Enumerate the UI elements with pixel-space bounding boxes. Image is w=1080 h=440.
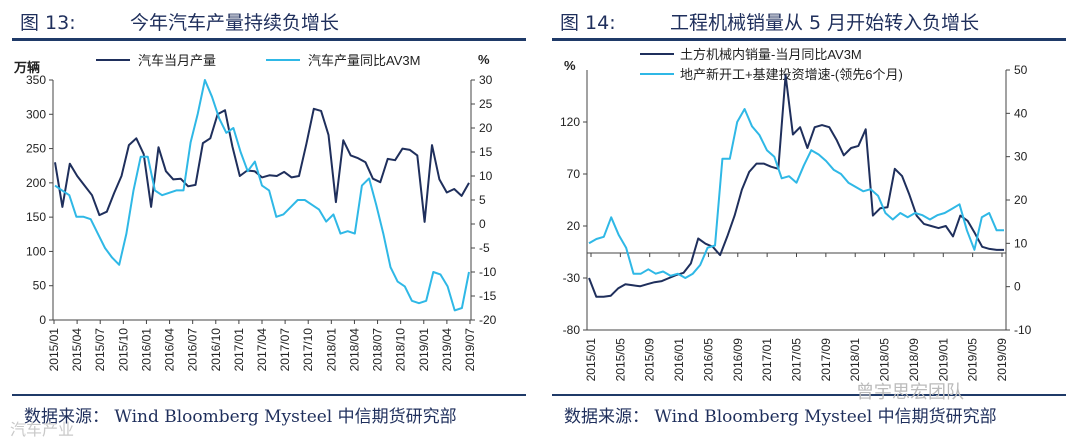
- x-tick-label: 2019/01: [417, 328, 431, 372]
- x-tick-label: 2015/10: [116, 328, 130, 372]
- x-tick-label: 2017/05: [790, 338, 804, 382]
- x-tick-label: 2018/01: [324, 328, 338, 372]
- right-tick-label: -10: [1014, 323, 1032, 337]
- x-tick-label: 2015/01: [47, 328, 61, 372]
- figure-13-footer-rule: [12, 394, 526, 396]
- x-tick-label: 2016/07: [186, 328, 200, 372]
- x-tick-label: 2018/04: [347, 328, 361, 372]
- x-tick-label: 2019/04: [440, 328, 454, 372]
- x-tick-label: 2018/07: [371, 328, 385, 372]
- figure-14-footer-rule: [552, 394, 1066, 396]
- left-tick-label: 250: [26, 142, 46, 156]
- x-tick-label: 2016/05: [701, 338, 715, 382]
- right-tick-label: 50: [1014, 63, 1028, 77]
- right-tick-label: 20: [1014, 193, 1028, 207]
- legend-label-earthmoving-sales: 土方机械内销量-当月同比AV3M: [680, 47, 862, 62]
- x-tick-label: 2015/09: [643, 338, 657, 382]
- x-tick-label: 2017/10: [301, 328, 315, 372]
- left-tick-label: 300: [26, 107, 46, 121]
- x-tick-label: 2016/01: [139, 328, 153, 372]
- right-tick-label: -5: [479, 241, 490, 255]
- figure-13-chart: 万辆 % 汽车当月产量 汽车产量同比AV3M 05010015020025030…: [13, 52, 497, 371]
- right-axis-unit-label: %: [478, 52, 490, 67]
- x-tick-label: 2019/09: [995, 338, 1009, 382]
- figure-14-number: 图 14:: [560, 12, 616, 34]
- figure-14-title-rule: [552, 38, 1066, 41]
- series-line-secondary: [54, 79, 470, 312]
- figure-13-title-rule: [12, 38, 526, 41]
- left-tick-label: 120: [560, 115, 580, 129]
- left-tick-label: 20: [567, 219, 581, 233]
- legend-label-production-yoy: 汽车产量同比AV3M: [308, 53, 420, 68]
- left-tick-label: -80: [563, 323, 581, 337]
- x-tick-label: 2019/05: [966, 338, 980, 382]
- figure-14-panel: 图 14: 工程机械销量从 5 月开始转入负增长 % 土方机械内销量-当月同比AV…: [540, 0, 1080, 439]
- right-tick-label: -10: [479, 265, 497, 279]
- series-line-primary: [588, 74, 1004, 298]
- x-tick-label: 2017/04: [255, 328, 269, 372]
- x-tick-label: 2018/09: [907, 338, 921, 382]
- figure-13-number: 图 13:: [20, 12, 76, 34]
- left-tick-label: 100: [26, 244, 46, 258]
- right-tick-label: 15: [479, 145, 493, 159]
- watermark-logo: 曾宇思宏团队: [856, 382, 964, 403]
- left-axis-unit-label: %: [564, 58, 576, 73]
- right-tick-label: 5: [479, 193, 486, 207]
- right-tick-label: 30: [1014, 150, 1028, 164]
- right-tick-label: -20: [479, 313, 497, 327]
- figure-14-heading: 图 14: 工程机械销量从 5 月开始转入负增长: [560, 8, 979, 35]
- figure-14-title: 工程机械销量从 5 月开始转入负增长: [670, 12, 980, 34]
- right-tick-label: 40: [1014, 106, 1028, 120]
- left-tick-label: 70: [567, 167, 581, 181]
- x-tick-label: 2018/10: [394, 328, 408, 372]
- x-tick-label: 2017/01: [232, 328, 246, 372]
- x-tick-label: 2016/09: [731, 338, 745, 382]
- x-tick-label: 2017/07: [278, 328, 292, 372]
- right-tick-label: 10: [1014, 236, 1028, 250]
- figure-13-plot-area: 0 50 100 150 200 250 300 350 -20 -15 -10 -5 0 5 10 15 20…: [26, 73, 497, 371]
- watermark-text: 汽车产业: [10, 420, 75, 439]
- figure-14-plot-area: -80 -30 20 70 120 -10 0 10 20 30 40 50 2015/01 2015/0…: [560, 63, 1032, 381]
- x-tick-label: 2016/10: [209, 328, 223, 372]
- x-tick-label: 2015/05: [613, 338, 627, 382]
- figure-13-title: 今年汽车产量持续负增长: [130, 12, 340, 34]
- x-tick-label: 2017/01: [760, 338, 774, 382]
- x-tick-label: 2016/01: [672, 338, 686, 382]
- legend-label-property-infra: 地产新开工+基建投资增速-(领先6个月): [680, 67, 903, 82]
- right-tick-label: 10: [479, 169, 493, 183]
- x-tick-label: 2016/04: [163, 328, 177, 372]
- right-tick-label: -15: [479, 289, 497, 303]
- x-tick-label: 2015/04: [70, 328, 84, 372]
- x-tick-label: 2019/07: [463, 328, 477, 372]
- x-tick-label: 2015/01: [584, 338, 598, 382]
- x-tick-label: 2019/01: [936, 338, 950, 382]
- left-tick-label: -30: [563, 271, 581, 285]
- figure-14-chart: % 土方机械内销量-当月同比AV3M 地产新开工+基建投资增速-(领先6个月) …: [560, 47, 1032, 381]
- legend-label-production: 汽车当月产量: [138, 53, 216, 68]
- x-tick-label: 2018/05: [878, 338, 892, 382]
- figure-14-source: 数据来源： Wind Bloomberg Mysteel 中信期货研究部: [564, 407, 997, 427]
- left-axis-unit-label: 万辆: [13, 60, 40, 75]
- right-tick-label: 30: [479, 73, 493, 87]
- left-tick-label: 200: [26, 176, 46, 190]
- right-tick-label: 0: [1014, 280, 1021, 294]
- right-tick-label: 0: [479, 217, 486, 231]
- figure-13-heading: 图 13: 今年汽车产量持续负增长: [20, 8, 339, 35]
- right-tick-label: 25: [479, 97, 493, 111]
- figure-13-panel: 图 13: 今年汽车产量持续负增长 万辆 % 汽车当月产量 汽车产量同比AV3M …: [0, 0, 540, 439]
- x-tick-label: 2018/01: [848, 338, 862, 382]
- x-tick-label: 2015/07: [93, 328, 107, 372]
- figure-13-source: 数据来源： Wind Bloomberg Mysteel 中信期货研究部: [24, 407, 457, 427]
- series-line-primary: [54, 107, 470, 223]
- left-tick-label: 50: [33, 279, 47, 293]
- left-tick-label: 0: [39, 313, 46, 327]
- left-tick-label: 150: [26, 210, 46, 224]
- series-line-secondary: [588, 108, 1004, 279]
- x-tick-label: 2017/09: [819, 338, 833, 382]
- left-tick-label: 350: [26, 73, 46, 87]
- right-tick-label: 20: [479, 121, 493, 135]
